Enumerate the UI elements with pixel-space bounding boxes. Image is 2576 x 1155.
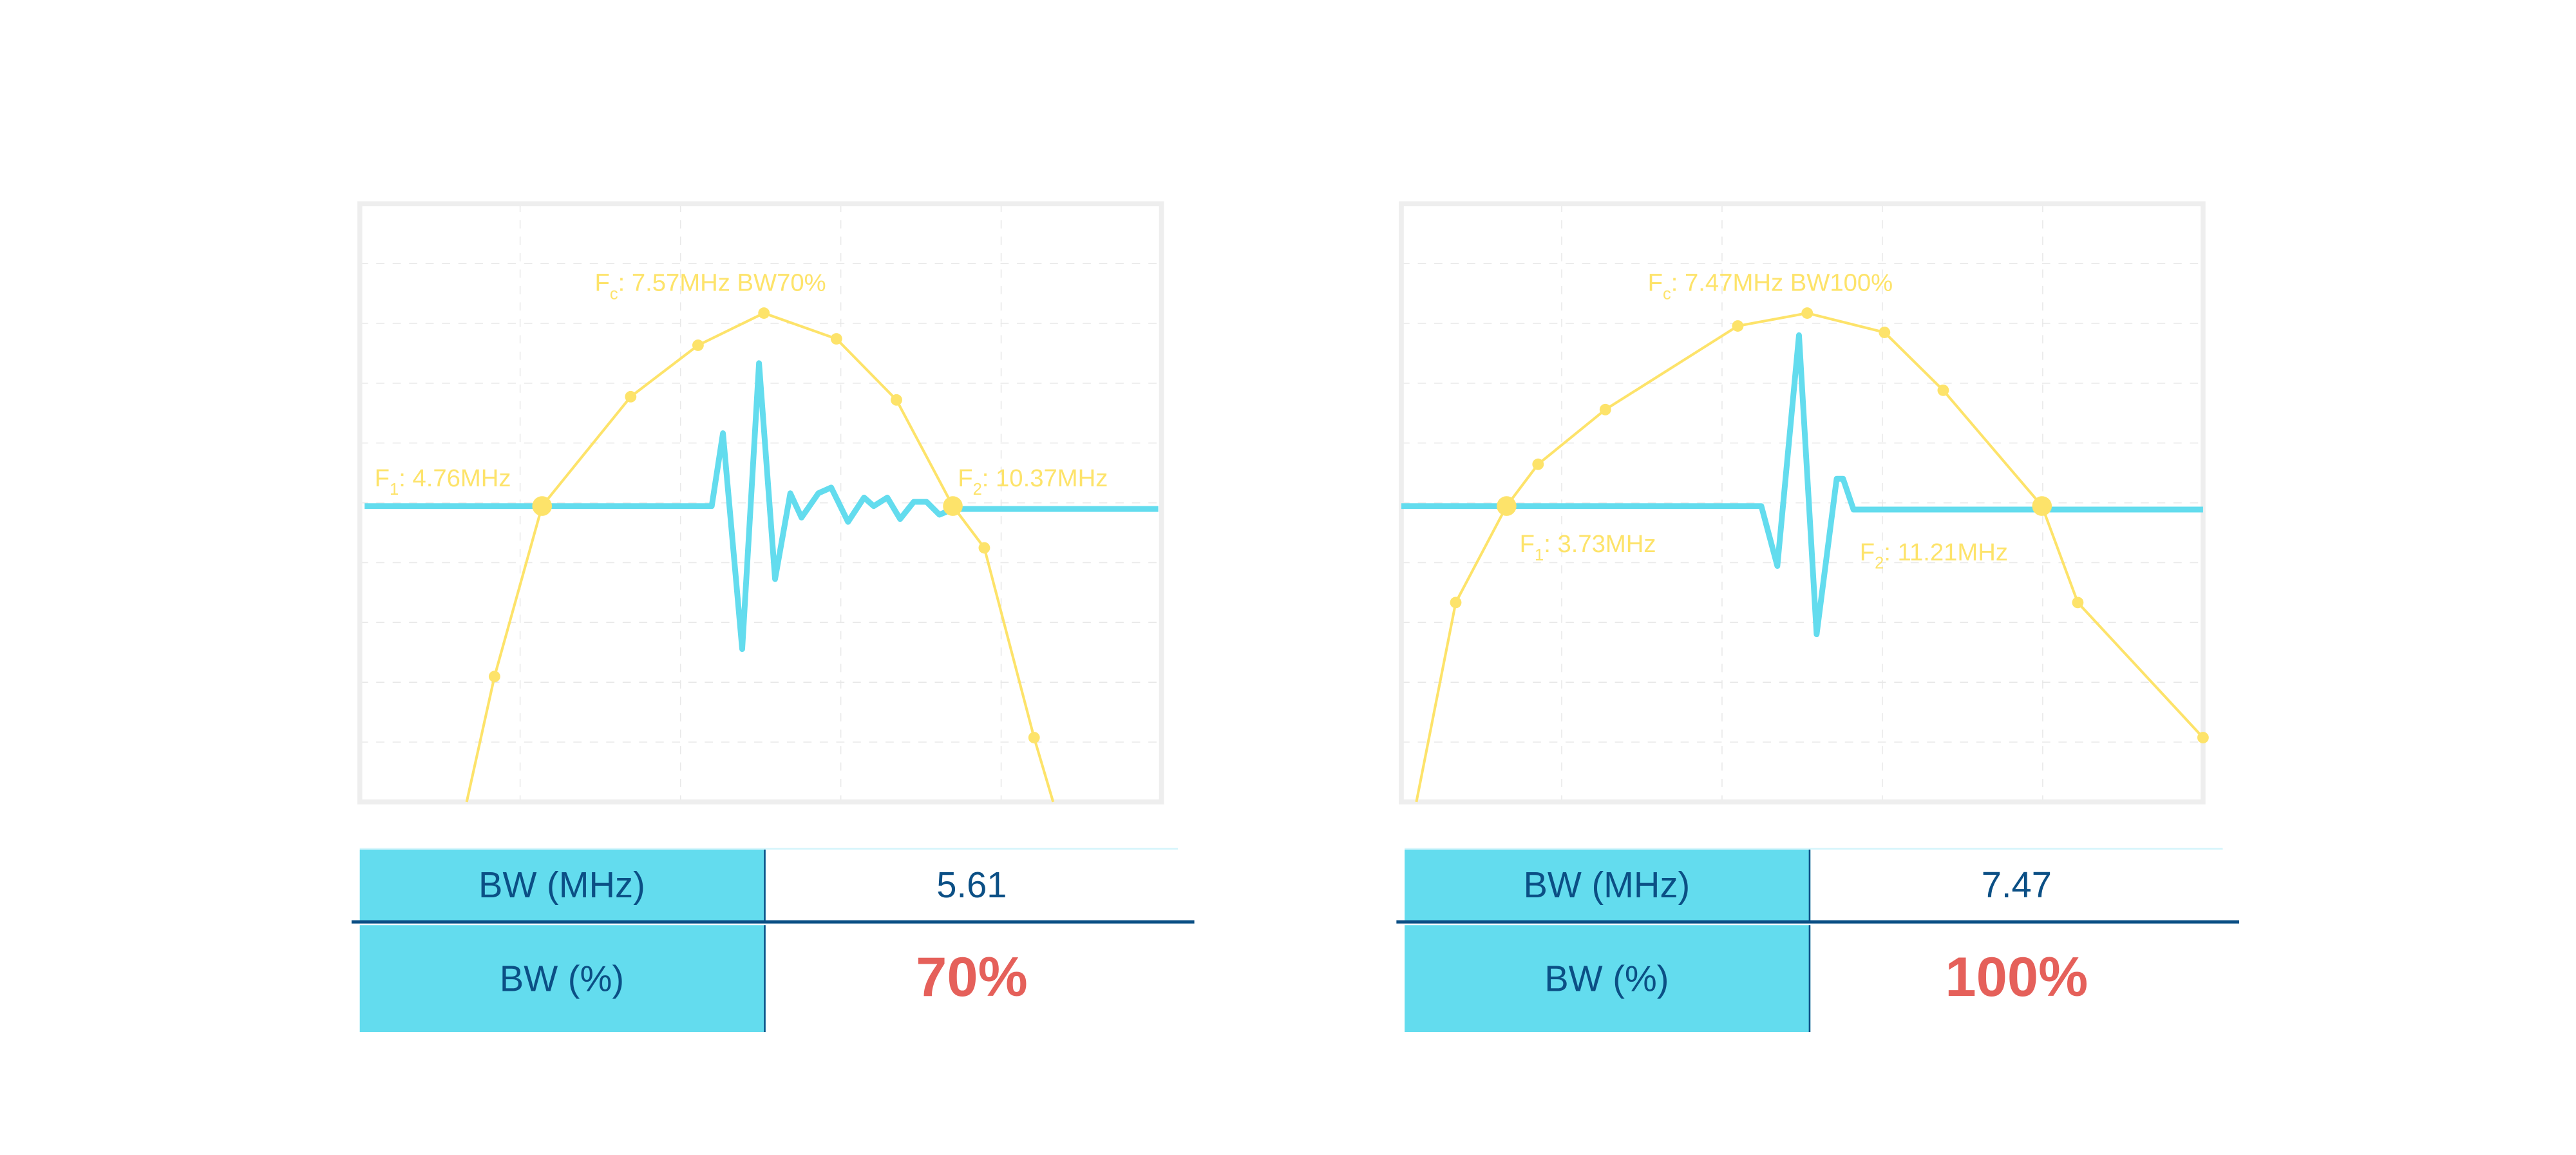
divider (351, 920, 1195, 924)
spectrum-point (978, 542, 990, 554)
spectrum-line (1415, 311, 2204, 803)
spectrum-point (1450, 597, 1462, 609)
bw-mhz-value: 7.47 (1981, 864, 2052, 906)
table-row: BW (MHz) 5.61 (359, 848, 1179, 922)
row-header: BW (MHz) (1405, 849, 1811, 922)
plot-frame (357, 201, 1164, 805)
spectrum-point (1801, 307, 1814, 319)
bw-mhz-value: 5.61 (936, 864, 1007, 906)
table-row: BW (%) 70% (359, 925, 1178, 1033)
spectrum-point (2072, 597, 2084, 609)
divider (1396, 920, 2240, 924)
fc-label: Fc: 7.47MHz BW100% (1648, 269, 1893, 303)
spectrum-point (625, 390, 637, 403)
spectrum-point (1532, 458, 1544, 470)
f2-label: F2: 11.21MHz (1860, 539, 2008, 573)
spectrum-point (692, 339, 704, 351)
spectrum-point (1879, 327, 1891, 338)
fc-label: Fc: 7.57MHz BW70% (594, 269, 826, 303)
table-row: BW (MHz) 7.47 (1405, 848, 2223, 922)
spectrum-point (830, 333, 842, 345)
plot-frame (1399, 201, 2206, 805)
spectrum-point (891, 394, 902, 406)
f1-label: F1: 4.76MHz (375, 464, 511, 499)
cutoff-marker (943, 496, 963, 516)
waveform-line (1401, 332, 2203, 638)
row-header: BW (MHz) (359, 849, 766, 922)
bandwidth-table-right: BW (MHz) 7.47 BW (%) 100% (1396, 848, 2240, 1033)
spectrum-point (1599, 403, 1611, 415)
bandwidth-table-left: BW (MHz) 5.61 BW (%) 70% (351, 848, 1195, 1033)
row-header: BW (%) (359, 925, 766, 1033)
spectrum-point (1937, 384, 1949, 396)
bw-percent-value: 70% (916, 946, 1028, 1009)
cutoff-marker (1497, 496, 1517, 516)
f2-label: F2: 10.37MHz (958, 464, 1108, 499)
f1-label: F1: 3.73MHz (1520, 530, 1656, 564)
cutoff-marker (2032, 496, 2052, 516)
bw-percent-value: 100% (1945, 946, 2088, 1009)
cutoff-marker (532, 496, 553, 516)
spectrum-point (1732, 320, 1744, 332)
spectrum-point (758, 307, 770, 319)
row-header: BW (%) (1405, 925, 1811, 1033)
spectrum-point (2197, 732, 2209, 743)
waveform-line (365, 360, 1159, 653)
spectrum-point (1028, 732, 1040, 743)
spectrum-point (488, 671, 500, 683)
spectrum-line (465, 311, 1055, 803)
table-row: BW (%) 100% (1405, 925, 2222, 1033)
